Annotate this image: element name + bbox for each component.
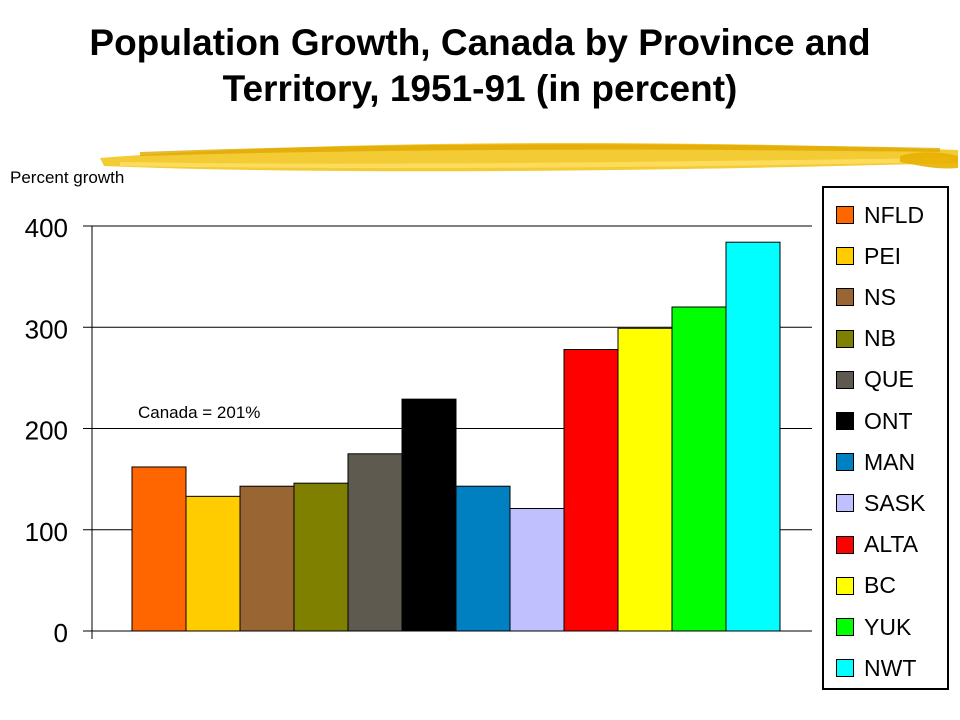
canada-average-annotation: Canada = 201% — [138, 403, 260, 422]
legend-item-ns: NS — [836, 282, 896, 312]
legend-label: PEI — [864, 242, 902, 269]
legend-label: ALTA — [864, 531, 919, 558]
bar-nb — [293, 482, 349, 632]
bar-pei — [185, 495, 241, 632]
legend-swatch — [836, 494, 854, 513]
legend-label: NWT — [864, 654, 917, 681]
legend-label: NB — [864, 325, 896, 352]
legend-swatch — [836, 329, 854, 348]
legend-item-nfld: NFLD — [836, 200, 924, 230]
legend-label: NS — [864, 283, 896, 310]
y-tick-label: 400 — [25, 213, 68, 243]
legend-swatch — [836, 618, 854, 636]
legend-label: QUE — [864, 366, 914, 393]
legend-item-sask: SASK — [836, 488, 925, 518]
bar-que — [347, 453, 403, 632]
bar-nfld — [131, 466, 187, 632]
y-tick-label: 200 — [25, 416, 68, 446]
bar-yuk — [671, 306, 727, 632]
legend-swatch — [836, 453, 854, 472]
chart-title-line-2: Territory, 1951-91 (in percent) — [222, 68, 738, 109]
chart-legend: NFLD PEI NS NB QUE ONT MAN SASK ALTA BC YUK NWT — [822, 186, 949, 690]
legend-item-man: MAN — [836, 447, 915, 477]
bar-alta — [563, 349, 619, 632]
legend-item-yuk: YUK — [836, 612, 911, 642]
legend-label: SASK — [864, 489, 926, 516]
legend-swatch — [836, 535, 854, 554]
chart-title: Population Growth, Canada by Province an… — [0, 20, 960, 112]
y-tick-label: 0 — [54, 618, 68, 648]
chart-title-line-1: Population Growth, Canada by Province an… — [89, 22, 871, 63]
legend-swatch — [836, 370, 854, 389]
legend-item-nb: NB — [836, 324, 896, 354]
y-tick-label: 100 — [25, 517, 68, 547]
legend-item-pei: PEI — [836, 241, 901, 271]
legend-swatch — [836, 412, 854, 430]
legend-swatch — [836, 576, 854, 595]
legend-swatch — [836, 206, 854, 224]
bar-man — [455, 485, 511, 632]
legend-item-ont: ONT — [836, 406, 913, 436]
bar-nwt — [725, 241, 781, 632]
bar-ns — [239, 485, 295, 632]
legend-label: MAN — [864, 448, 916, 475]
legend-item-alta: ALTA — [836, 530, 918, 560]
y-tick-label: 300 — [25, 314, 68, 344]
legend-item-bc: BC — [836, 571, 896, 601]
legend-label: BC — [864, 572, 896, 599]
bar-ont — [401, 398, 457, 632]
bar-bc — [617, 327, 673, 632]
legend-item-que: QUE — [836, 365, 914, 395]
y-axis-label: Percent growth — [10, 168, 125, 187]
legend-swatch — [836, 247, 854, 266]
legend-label: ONT — [864, 407, 913, 434]
legend-item-nwt: NWT — [836, 653, 916, 683]
legend-swatch — [836, 288, 854, 307]
legend-label: NFLD — [864, 201, 925, 228]
legend-label: YUK — [864, 613, 912, 640]
bar-sask — [509, 507, 565, 632]
legend-swatch — [836, 659, 854, 678]
